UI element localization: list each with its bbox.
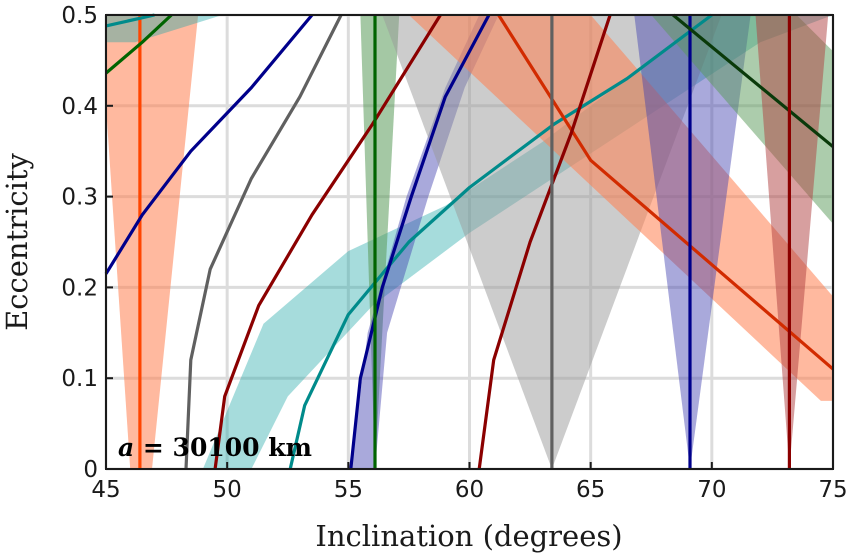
series-line-5 <box>213 14 442 470</box>
x-tick-label-1: 50 <box>213 477 242 503</box>
band-2 <box>202 15 833 469</box>
y-tick-label-3: 0.3 <box>61 185 98 211</box>
y-tick-label-1: 0.1 <box>61 366 98 392</box>
band-4 <box>350 15 499 469</box>
series <box>104 13 835 470</box>
band-0 <box>106 15 199 469</box>
x-tick-label-4: 65 <box>576 477 605 503</box>
y-tick-label-0: 0 <box>83 457 98 483</box>
series-line-4 <box>184 14 343 470</box>
series-line-1 <box>104 13 173 75</box>
y-tick-label-4: 0.4 <box>61 94 98 120</box>
x-axis-title: Inclination (degrees) <box>315 519 622 553</box>
series-line-10 <box>477 14 612 470</box>
x-tick-label-0: 45 <box>91 477 120 503</box>
y-tick-label-5: 0.5 <box>61 3 98 29</box>
annotation-label: a = 30100 km <box>118 433 312 462</box>
ticks: 45 50 55 60 65 70 75 0 0.1 0.2 0.3 0.4 0.5 <box>61 3 847 503</box>
series-line-2 <box>105 13 155 28</box>
x-tick-label-2: 55 <box>334 477 363 503</box>
band-7 <box>634 15 751 469</box>
annotation-variable: a <box>118 433 134 462</box>
series-line-3 <box>104 13 314 275</box>
series-line-9 <box>497 14 835 371</box>
series-line-13 <box>672 13 835 148</box>
y-axis-title: Eccentricity <box>0 152 34 330</box>
x-tick-label-5: 70 <box>697 477 726 503</box>
series-line-6 <box>288 13 713 470</box>
band-6 <box>408 15 833 401</box>
y-tick-label-2: 0.2 <box>61 275 98 301</box>
series-line-7 <box>349 14 491 470</box>
annotation-value: = 30100 km <box>134 433 312 462</box>
band-1 <box>106 15 223 43</box>
x-tick-label-6: 75 <box>818 477 847 503</box>
x-tick-label-3: 60 <box>455 477 484 503</box>
